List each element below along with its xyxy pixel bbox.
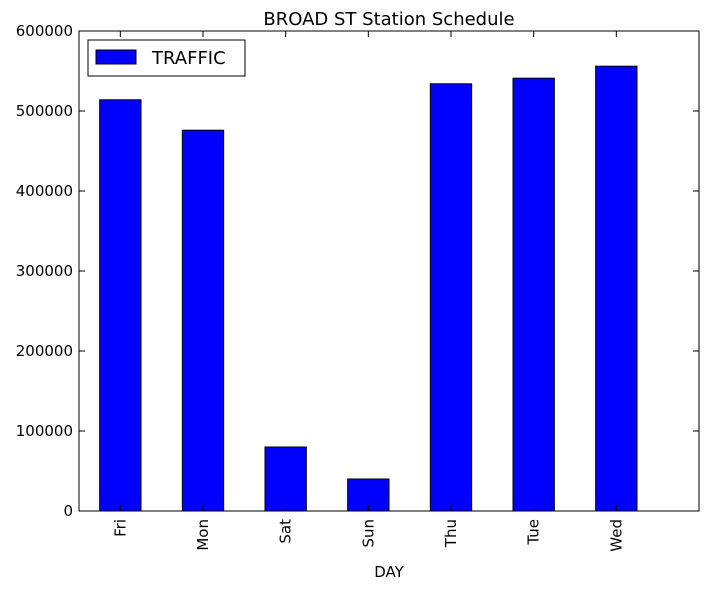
x-tick-label-sun: Sun: [359, 519, 377, 548]
legend-label: TRAFFIC: [151, 48, 226, 69]
x-axis: Fri Mon Sat Sun Thu Tue Wed: [111, 31, 625, 552]
y-tick-label-500000: 500000: [16, 102, 73, 120]
legend-swatch: [95, 49, 137, 65]
x-tick-label-sat: Sat: [277, 519, 295, 544]
bar-wed: [595, 65, 638, 512]
y-tick-label-100000: 100000: [16, 422, 73, 440]
bar-fri: [99, 99, 142, 512]
y-tick-label-400000: 400000: [16, 182, 73, 200]
y-tick-label-0: 0: [63, 502, 73, 520]
x-tick-label-wed: Wed: [607, 519, 625, 552]
x-tick-label-thu: Thu: [442, 519, 460, 548]
x-axis-label: DAY: [374, 563, 404, 581]
x-tick-label-mon: Mon: [194, 519, 212, 551]
bar-sat: [264, 446, 307, 512]
bar-mon: [181, 129, 225, 512]
bar-thu: [429, 83, 473, 512]
x-tick-label-fri: Fri: [111, 519, 129, 537]
y-tick-label-600000: 600000: [16, 22, 73, 40]
bar-tue: [512, 77, 555, 512]
x-tick-label-tue: Tue: [525, 519, 543, 546]
y-tick-label-200000: 200000: [16, 342, 73, 360]
legend: TRAFFIC: [87, 39, 246, 77]
chart-title: BROAD ST Station Schedule: [263, 9, 514, 30]
bars-layer: [99, 65, 638, 512]
y-tick-label-300000: 300000: [16, 262, 73, 280]
y-axis: 0 100000 200000 300000 400000 500000 600000: [16, 22, 699, 520]
